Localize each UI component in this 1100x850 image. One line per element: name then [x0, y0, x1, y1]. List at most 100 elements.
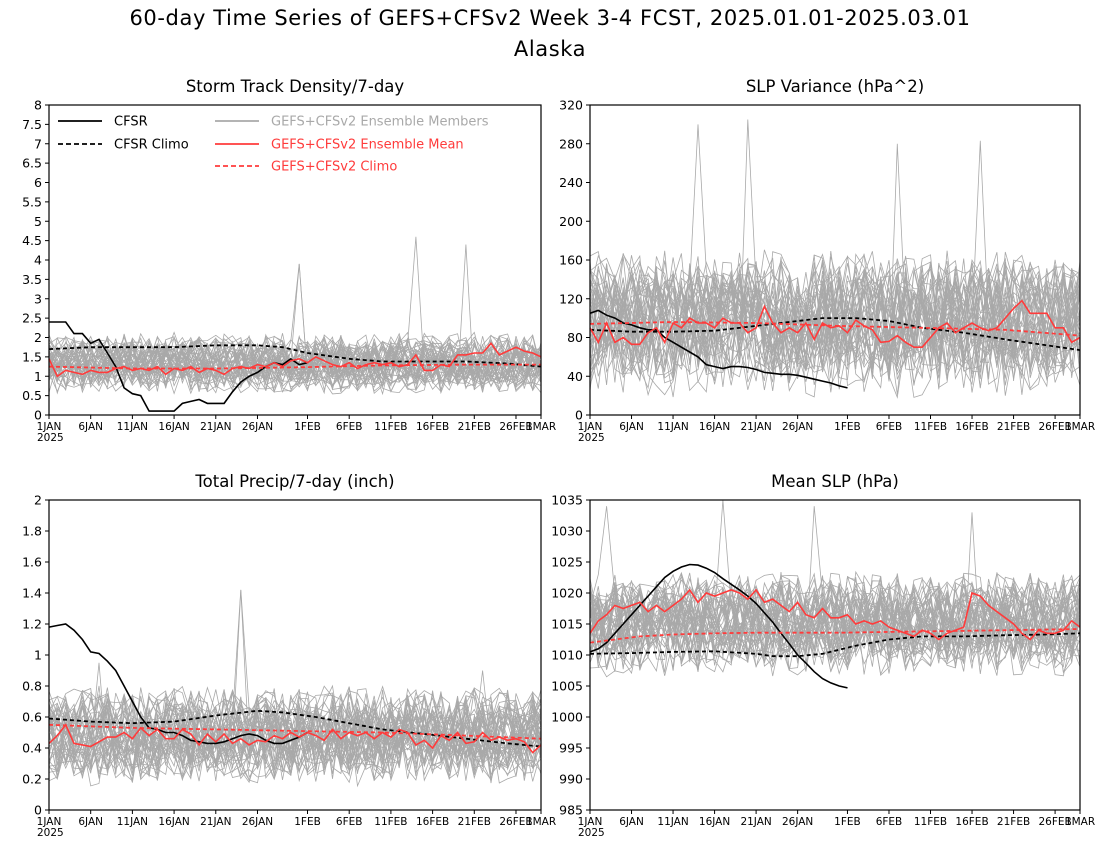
y-tick-label: 1.2: [22, 617, 42, 632]
ensemble-member-line: [589, 275, 1081, 383]
x-year-label: 2025: [578, 827, 605, 839]
legend-label: CFSR: [114, 115, 148, 130]
x-tick-label: 1MAR: [526, 816, 556, 828]
gefs-cfsv2-climo-line: [589, 321, 1081, 337]
ensemble-members: [48, 236, 542, 396]
y-tick-label: 3.5: [22, 272, 42, 287]
x-tick-label: 1JAN: [578, 816, 603, 828]
figure-region: Alaska: [513, 37, 587, 61]
ensemble-member-line: [48, 685, 542, 760]
ensemble-member-line: [589, 578, 1081, 658]
ensemble-members: [589, 499, 1081, 678]
cfsr-climo-line: [589, 632, 1081, 658]
ensemble-member-line: [48, 703, 542, 777]
x-tick-label: 6FEB: [336, 421, 363, 433]
y-tick-label: 240: [559, 175, 583, 190]
ensemble-member-line: [589, 268, 1081, 372]
y-tick-label: 1020: [551, 586, 583, 601]
ensemble-member-line: [589, 253, 1081, 358]
total-precip-chart: Total Precip/7-day (inch)00.20.40.60.811…: [22, 472, 556, 839]
panel-title: Mean SLP (hPa): [771, 472, 899, 491]
ensemble-member-line: [48, 704, 542, 776]
x-tick-label: 11FEB: [914, 421, 947, 433]
x-tick-label: 16JAN: [158, 816, 189, 828]
x-tick-label: 11FEB: [914, 816, 947, 828]
storm-track-density-chart: Storm Track Density/7-day 0 0.5 1 1.5 2 2.5 3 3.…: [22, 77, 556, 444]
x-tick-label: 11FEB: [374, 421, 407, 433]
ensemble-member-line: [589, 574, 1081, 655]
x-tick-label: 11JAN: [117, 421, 148, 433]
cfsr-line: [49, 321, 308, 412]
x-tick-label: 11JAN: [657, 421, 688, 433]
x-tick-label: 1FEB: [294, 421, 321, 433]
x-tick-label: 16JAN: [699, 816, 730, 828]
x-tick-label: 11JAN: [657, 816, 688, 828]
ensemble-member-line: [48, 342, 542, 391]
ensemble-member-line: [589, 571, 1081, 652]
x-tick-label: 21JAN: [200, 816, 231, 828]
legend-label: GEFS+CFSv2 Ensemble Mean: [271, 138, 464, 153]
y-tick-label: 0: [34, 408, 42, 423]
legend-label: CFSR Climo: [114, 138, 189, 153]
y-tick-label: 1: [34, 648, 42, 663]
y-tick-label: 320: [559, 98, 583, 113]
x-tick-label: 1JAN: [37, 816, 62, 828]
x-tick-label: 26JAN: [242, 816, 273, 828]
ensemble-member-line: [48, 702, 542, 777]
x-tick-label: 16FEB: [955, 816, 988, 828]
ensemble-member-line: [589, 576, 1081, 652]
x-tick-label: 21FEB: [458, 421, 491, 433]
y-tick-label: 4: [34, 253, 42, 268]
y-tick-label: 120: [559, 291, 583, 306]
x-tick-label: 21JAN: [740, 816, 771, 828]
legend-label: GEFS+CFSv2 Ensemble Members: [271, 115, 489, 130]
y-tick-label: 995: [559, 741, 583, 756]
x-tick-label: 21JAN: [740, 421, 771, 433]
y-tick-label: 1.5: [22, 349, 42, 364]
x-tick-label: 1MAR: [1065, 421, 1095, 433]
gefs-cfsv2-ensemble-mean-line: [48, 342, 542, 378]
ensemble-member-line: [48, 332, 542, 381]
y-tick-label: 2: [34, 493, 42, 508]
y-tick-label: 160: [559, 253, 583, 268]
y-tick-label: 8: [34, 98, 42, 113]
y-tick-label: 80: [567, 330, 583, 345]
ensemble-member-line: [48, 694, 542, 766]
y-tick-label: 0.6: [22, 710, 42, 725]
x-tick-label: 16FEB: [416, 816, 449, 828]
x-tick-label: 6JAN: [619, 421, 644, 433]
cfsr-line: [589, 309, 848, 389]
ensemble-member-line: [589, 255, 1081, 357]
x-tick-label: 1JAN: [37, 421, 62, 433]
y-tick-label: 1000: [551, 710, 583, 725]
y-tick-label: 0.2: [22, 772, 42, 787]
x-year-label: 2025: [37, 827, 64, 839]
x-tick-label: 11FEB: [374, 816, 407, 828]
x-tick-label: 16JAN: [699, 421, 730, 433]
cfsr-climo-line: [48, 344, 542, 368]
y-tick-label: 0: [34, 803, 42, 818]
x-tick-label: 26FEB: [499, 816, 532, 828]
y-tick-label: 0.8: [22, 679, 42, 694]
y-tick-label: 0.5: [22, 388, 42, 403]
y-tick-label: 4.5: [22, 233, 42, 248]
x-tick-label: 26JAN: [242, 421, 273, 433]
ensemble-member-line: [589, 280, 1081, 389]
panel-title: Total Precip/7-day (inch): [194, 472, 394, 491]
x-tick-label: 6JAN: [619, 816, 644, 828]
x-year-label: 2025: [578, 432, 605, 444]
ensemble-member-line: [589, 574, 1081, 655]
x-tick-label: 16JAN: [158, 421, 189, 433]
ensemble-member-line: [589, 588, 1081, 667]
y-tick-label: 1015: [551, 617, 583, 632]
y-tick-label: 2.5: [22, 311, 42, 326]
y-tick-label: 5: [34, 214, 42, 229]
gefs-cfsv2-ensemble-mean-line: [48, 723, 542, 754]
y-tick-label: 990: [559, 772, 583, 787]
y-tick-label: 1030: [551, 524, 583, 539]
y-tick-label: 280: [559, 136, 583, 151]
plot-frame: [48, 499, 542, 811]
x-tick-label: 1JAN: [578, 421, 603, 433]
